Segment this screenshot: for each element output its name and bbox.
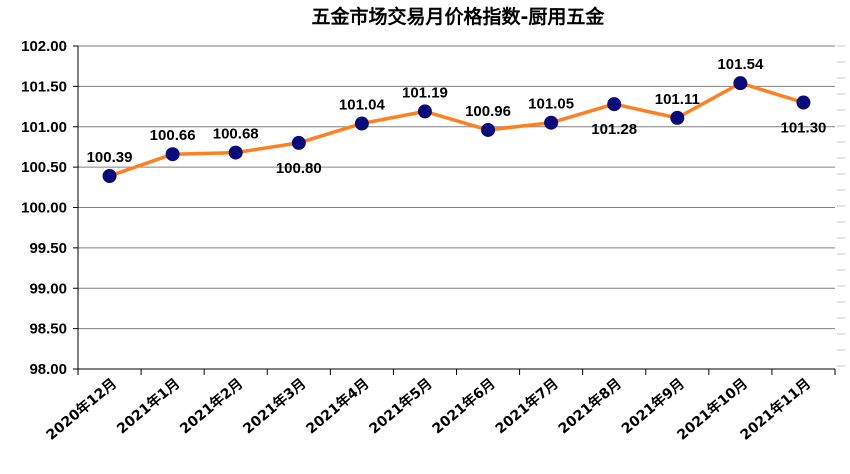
data-point <box>228 145 243 160</box>
axes <box>73 45 845 375</box>
data-label: 101.30 <box>781 120 827 137</box>
y-tick-label: 99.00 <box>29 280 67 297</box>
x-tick-label: 2021年2月 <box>177 375 247 437</box>
data-point <box>102 169 117 184</box>
data-label: 100.39 <box>87 149 133 166</box>
data-label: 101.54 <box>717 56 764 73</box>
data-label: 100.66 <box>150 127 196 144</box>
y-tick-label: 100.50 <box>21 159 67 176</box>
y-axis-ticks: 98.00 98.50 99.00 99.50 100.00 100.50 101.00 10… <box>21 38 67 378</box>
series-line <box>108 81 805 178</box>
x-tick-label: 2021年6月 <box>429 375 499 437</box>
data-point <box>670 110 685 125</box>
y-tick-label: 101.50 <box>21 78 67 95</box>
data-point <box>607 97 622 112</box>
data-point <box>733 76 748 91</box>
y-tick-label: 99.50 <box>29 240 67 257</box>
data-label: 101.19 <box>402 84 448 101</box>
data-labels: 100.39 100.66 100.68 100.80 101.04 101.19 100.… <box>87 56 827 177</box>
x-tick-label: 2021年3月 <box>240 375 310 437</box>
data-point <box>417 104 432 119</box>
x-tick-label: 2021年5月 <box>366 375 436 437</box>
data-point <box>291 135 306 150</box>
y-tick-label: 102.00 <box>21 38 67 55</box>
data-point <box>544 115 559 130</box>
y-tick-label: 98.00 <box>29 361 67 378</box>
x-tick-label: 2021年4月 <box>303 375 373 437</box>
series-points <box>102 76 811 184</box>
y-tick-label: 98.50 <box>29 321 67 338</box>
series-line-path <box>108 81 805 178</box>
data-point <box>165 147 180 162</box>
data-point <box>481 122 496 137</box>
data-label: 100.68 <box>213 126 259 143</box>
data-label: 101.11 <box>655 91 700 108</box>
x-tick-label: 2021年8月 <box>555 375 625 437</box>
data-label: 101.05 <box>528 96 574 113</box>
data-label: 100.80 <box>276 160 322 177</box>
data-label: 100.96 <box>465 103 511 120</box>
data-point <box>796 95 811 110</box>
y-tick-label: 101.00 <box>21 119 67 136</box>
data-point <box>354 116 369 131</box>
data-label: 101.04 <box>339 97 386 114</box>
x-tick-label: 2020年12月 <box>43 375 120 444</box>
x-tick-label: 2021年1月 <box>113 375 183 437</box>
x-axis-ticks: 2020年12月2021年1月2021年2月2021年3月2021年4月2021… <box>43 375 814 444</box>
grid <box>78 45 835 330</box>
chart-title: 五金市场交易月价格指数-厨用五金 <box>312 5 606 28</box>
data-label: 101.28 <box>591 121 637 138</box>
x-tick-label: 2021年7月 <box>492 375 562 437</box>
y-tick-label: 100.00 <box>21 200 67 217</box>
